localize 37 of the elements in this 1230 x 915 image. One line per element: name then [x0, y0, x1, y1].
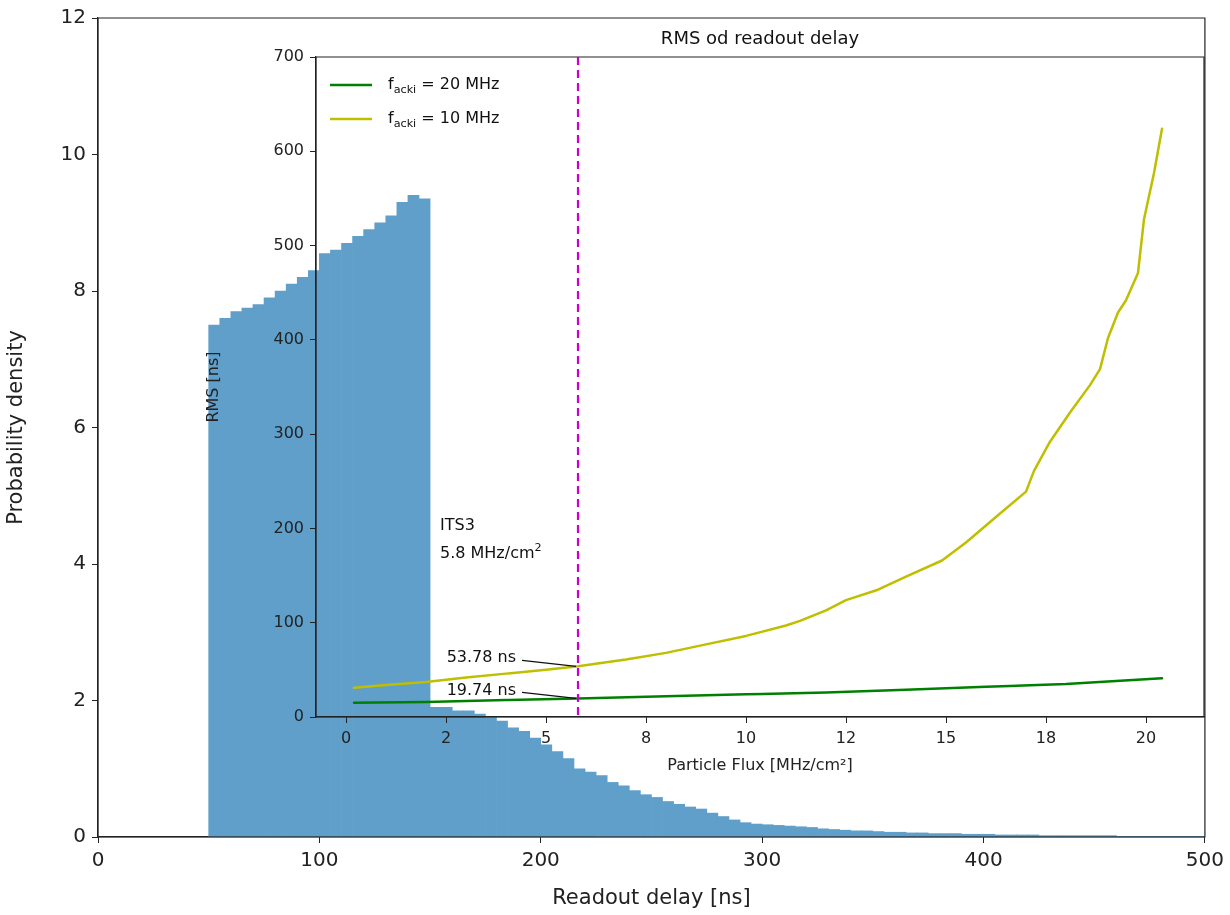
y-tick-label: 8 — [73, 277, 86, 302]
annotation: 19.74 ns — [446, 679, 517, 699]
x-axis-title: Readout delay [ns] — [552, 884, 751, 909]
y-tick-label: 500 — [273, 234, 304, 254]
annotation: 53.78 ns — [446, 647, 517, 667]
y-tick-label: 600 — [273, 140, 304, 160]
y-tick-label: 0 — [73, 823, 86, 848]
x-tick-label: 10 — [735, 727, 757, 747]
x-tick-label: 300 — [743, 847, 782, 872]
x-axis-title: Particle Flux [MHz/cm²] — [667, 754, 853, 774]
x-tick-label: 20 — [1135, 727, 1157, 747]
y-tick-label: 10 — [60, 140, 86, 165]
y-tick-label: 400 — [273, 329, 304, 349]
x-tick-label: 0 — [91, 847, 105, 872]
y-tick-label: 100 — [273, 611, 304, 631]
y-tick-label: 200 — [273, 517, 304, 537]
x-tick-label: 15 — [935, 727, 957, 747]
x-tick-label: 500 — [1185, 847, 1225, 872]
y-axis-title: Probability density — [3, 330, 28, 525]
x-tick-label: 2 — [440, 727, 452, 747]
y-tick-label: 6 — [73, 413, 86, 438]
y-axis-title: RMS [ns] — [202, 351, 222, 423]
y-tick-label: 0 — [293, 706, 304, 726]
x-tick-label: 200 — [521, 847, 560, 872]
x-tick-label: 8 — [640, 727, 652, 747]
y-tick-label: 2 — [73, 686, 86, 711]
y-tick-label: 12 — [60, 4, 86, 29]
x-tick-label: 400 — [964, 847, 1003, 872]
x-tick-label: 100 — [300, 847, 339, 872]
x-tick-label: 12 — [835, 727, 857, 747]
x-tick-label: 5 — [540, 727, 552, 747]
x-tick-label: 0 — [340, 727, 352, 747]
y-tick-label: 700 — [273, 46, 304, 66]
y-tick-label: 300 — [273, 423, 304, 443]
x-tick-label: 18 — [1035, 727, 1057, 747]
y-tick-label: 4 — [73, 550, 86, 575]
chart-title: RMS od readout delay — [660, 26, 860, 48]
